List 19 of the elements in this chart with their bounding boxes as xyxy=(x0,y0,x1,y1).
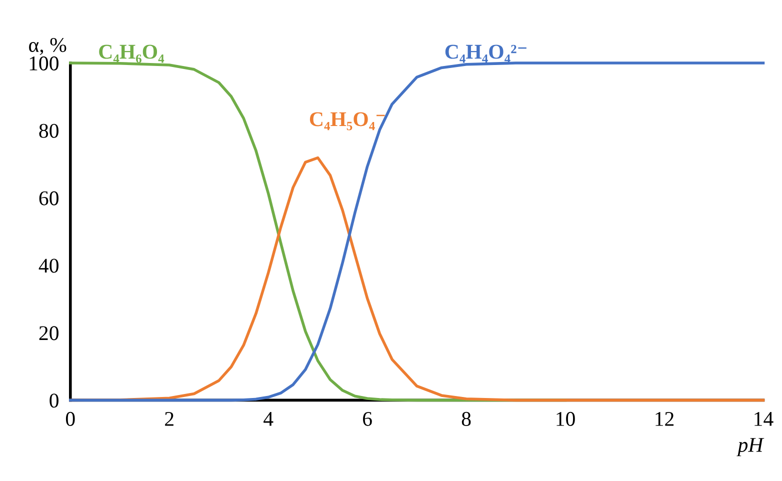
x-tick-label: 6 xyxy=(363,412,372,426)
y-tick-label: 100 xyxy=(30,56,58,70)
x-tick-label: 12 xyxy=(656,412,674,426)
x-tick-label: 10 xyxy=(556,412,575,426)
x-tick-label: 4 xyxy=(264,412,274,426)
x-tick-label: 14 xyxy=(754,412,774,426)
y-tick-label: 80 xyxy=(39,124,58,138)
y-axis-title: α, % xyxy=(29,38,66,56)
x-tick-label: 0 xyxy=(66,412,75,426)
x-tick-label: 2 xyxy=(165,412,174,426)
x-axis-title: pH xyxy=(736,438,764,456)
y-tick-label: 60 xyxy=(39,191,58,206)
y-tick-label: 0 xyxy=(50,394,58,408)
line-series xyxy=(68,62,765,402)
series-label: C₄H₆O₄ xyxy=(99,44,164,63)
y-tick-label: 20 xyxy=(39,326,58,340)
series-label: C₄H₄O₄²⁻ xyxy=(445,44,526,63)
x-tick-label: 8 xyxy=(462,412,471,426)
y-tick-label: 40 xyxy=(38,258,58,273)
